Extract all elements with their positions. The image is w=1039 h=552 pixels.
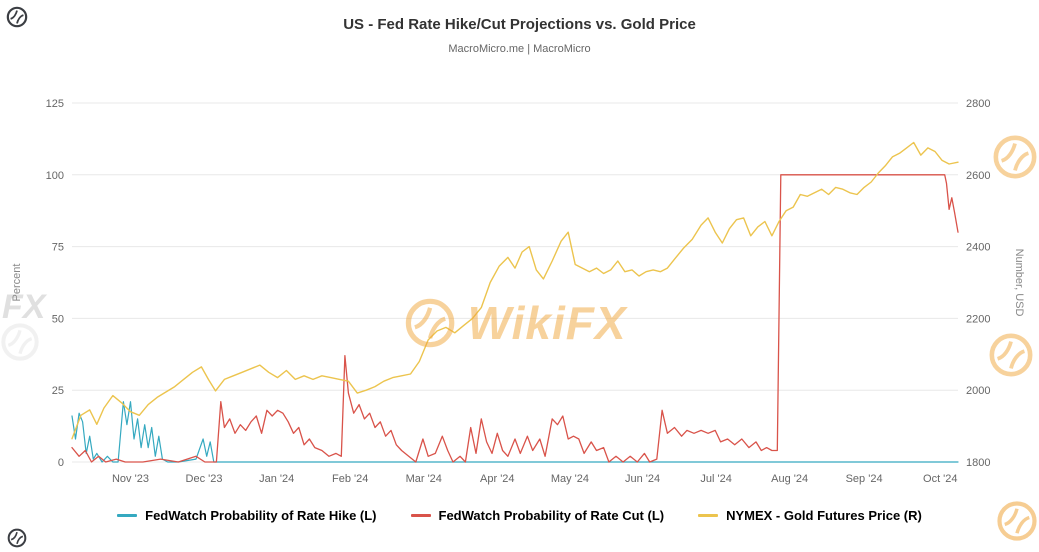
svg-text:50: 50 bbox=[52, 313, 64, 325]
svg-text:0: 0 bbox=[58, 457, 64, 469]
svg-text:Mar '24: Mar '24 bbox=[406, 473, 442, 485]
svg-text:100: 100 bbox=[46, 170, 64, 182]
svg-text:Percent: Percent bbox=[11, 264, 23, 302]
svg-text:2800: 2800 bbox=[966, 98, 990, 110]
svg-text:May '24: May '24 bbox=[551, 473, 589, 485]
chart-title: US - Fed Rate Hike/Cut Projections vs. G… bbox=[343, 16, 696, 33]
chart-legend: FedWatch Probability of Rate Hike (L) Fe… bbox=[0, 508, 1039, 523]
svg-text:25: 25 bbox=[52, 385, 64, 397]
svg-text:125: 125 bbox=[46, 98, 64, 110]
svg-text:2400: 2400 bbox=[966, 242, 990, 254]
svg-text:Dec '23: Dec '23 bbox=[186, 473, 223, 485]
svg-text:Jan '24: Jan '24 bbox=[259, 473, 294, 485]
legend-item-rate-hike[interactable]: FedWatch Probability of Rate Hike (L) bbox=[117, 508, 377, 523]
legend-item-rate-cut[interactable]: FedWatch Probability of Rate Cut (L) bbox=[410, 508, 665, 523]
svg-text:Feb '24: Feb '24 bbox=[332, 473, 368, 485]
svg-text:Jun '24: Jun '24 bbox=[625, 473, 660, 485]
legend-label: NYMEX - Gold Futures Price (R) bbox=[726, 508, 922, 523]
chart-subtitle: MacroMicro.me | MacroMicro bbox=[448, 43, 591, 55]
gold-price-line-swatch-icon bbox=[698, 514, 719, 517]
svg-text:Aug '24: Aug '24 bbox=[771, 473, 808, 485]
svg-text:Oct '24: Oct '24 bbox=[923, 473, 958, 485]
svg-text:Jul '24: Jul '24 bbox=[700, 473, 731, 485]
legend-label: FedWatch Probability of Rate Hike (L) bbox=[145, 508, 377, 523]
svg-text:Sep '24: Sep '24 bbox=[846, 473, 883, 485]
svg-text:2600: 2600 bbox=[966, 170, 990, 182]
svg-text:Nov '23: Nov '23 bbox=[112, 473, 149, 485]
legend-item-gold-price[interactable]: NYMEX - Gold Futures Price (R) bbox=[698, 508, 922, 523]
svg-text:2200: 2200 bbox=[966, 313, 990, 325]
rate-cut-line-swatch-icon bbox=[410, 514, 431, 517]
svg-text:1800: 1800 bbox=[966, 457, 990, 469]
svg-text:75: 75 bbox=[52, 242, 64, 254]
svg-text:Number, USD: Number, USD bbox=[1013, 249, 1025, 317]
legend-label: FedWatch Probability of Rate Cut (L) bbox=[438, 508, 665, 523]
svg-text:2000: 2000 bbox=[966, 385, 990, 397]
svg-text:Apr '24: Apr '24 bbox=[480, 473, 515, 485]
rate-hike-line-swatch-icon bbox=[117, 514, 138, 517]
